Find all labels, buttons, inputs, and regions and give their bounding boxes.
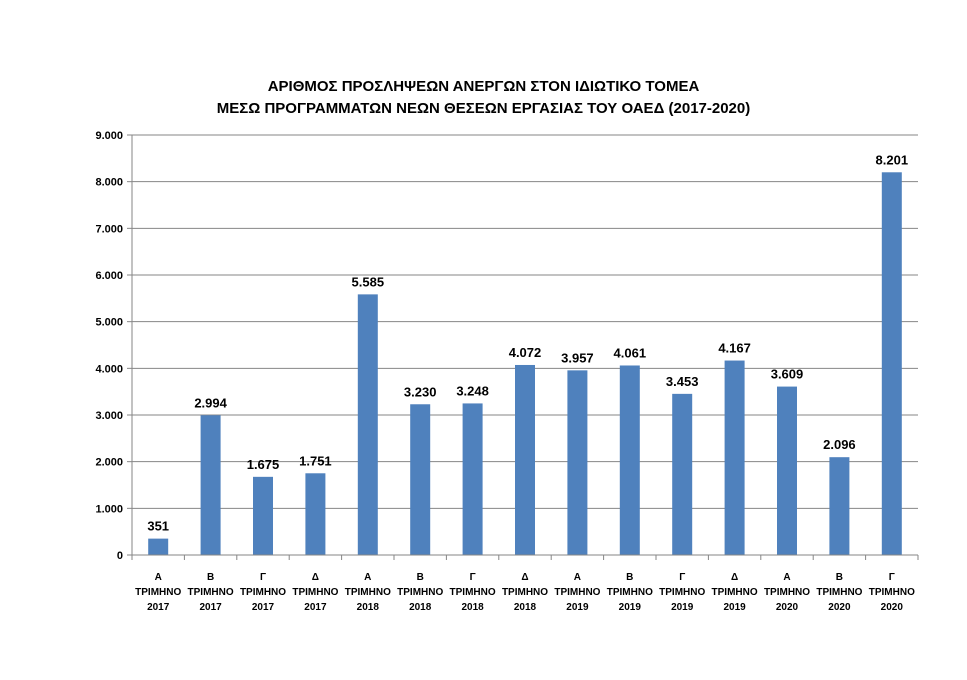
data-label: 3.230 xyxy=(404,384,437,399)
x-tick-label: 2019 xyxy=(619,602,642,613)
data-label: 1.751 xyxy=(299,453,332,468)
x-tick-label: Γ xyxy=(889,572,895,583)
bars xyxy=(148,172,902,555)
x-tick-label: Α xyxy=(783,572,790,583)
y-tick-label: 0 xyxy=(117,550,123,562)
x-tick-label: ΤΡΙΜΗΝΟ xyxy=(135,587,181,598)
bar xyxy=(410,404,431,555)
data-label: 8.201 xyxy=(876,152,909,167)
data-label: 5.585 xyxy=(352,274,385,289)
bar xyxy=(567,370,588,555)
y-tick-label: 2.000 xyxy=(95,457,123,469)
x-tick-label: 2020 xyxy=(828,602,851,613)
x-tick-label: Β xyxy=(836,572,843,583)
x-axis-tick-labels: Α ΤΡΙΜΗΝΟ 2017 Β ΤΡΙΜΗΝΟ 2017 Γ ΤΡΙΜΗΝΟ 2017 Δ ΤΡΙ… xyxy=(131,555,919,613)
y-tick-label: 7.000 xyxy=(95,223,123,235)
x-tick-label: 2017 xyxy=(252,602,275,613)
bar xyxy=(724,360,745,555)
bar xyxy=(829,457,850,555)
bar xyxy=(672,393,693,555)
x-tick-label: 2017 xyxy=(147,602,170,613)
x-tick-label: ΤΡΙΜΗΝΟ xyxy=(764,587,810,598)
x-tick-label: ΤΡΙΜΗΝΟ xyxy=(607,587,653,598)
data-label: 351 xyxy=(147,519,169,534)
x-tick-label: 2019 xyxy=(723,602,746,613)
bar xyxy=(357,294,378,555)
x-tick-label: Α xyxy=(364,572,371,583)
x-tick-label: 2019 xyxy=(671,602,694,613)
data-label: 3.248 xyxy=(456,383,489,398)
x-tick-label: ΤΡΙΜΗΝΟ xyxy=(816,587,862,598)
chart-title: ΑΡΙΘΜΟΣ ΠΡΟΣΛΗΨΕΩΝ ΑΝΕΡΓΩΝ ΣΤΟΝ ΙΔΙΩΤΙΚΟ… xyxy=(0,76,967,120)
bar xyxy=(253,476,273,555)
data-label: 4.061 xyxy=(614,345,647,360)
data-label: 4.072 xyxy=(509,345,542,360)
y-axis-tick-labels: 0 1.000 2.000 3.000 4.000 5.000 6.000 7.000 8.00… xyxy=(95,130,123,562)
x-tick-label: 2018 xyxy=(357,602,380,613)
x-tick-label: Δ xyxy=(312,572,319,583)
data-label: 3.609 xyxy=(771,367,804,382)
x-tick-label: 2020 xyxy=(776,602,799,613)
x-tick-label: 2019 xyxy=(566,602,589,613)
x-tick-label: ΤΡΙΜΗΝΟ xyxy=(345,587,391,598)
x-tick-label: ΤΡΙΜΗΝΟ xyxy=(188,587,234,598)
data-label: 1.675 xyxy=(247,457,280,472)
bar xyxy=(619,365,640,555)
x-tick-label: 2017 xyxy=(199,602,222,613)
y-tick-label: 9.000 xyxy=(95,130,123,142)
x-tick-label: Α xyxy=(155,572,162,583)
x-tick-label: 2018 xyxy=(409,602,432,613)
bar xyxy=(200,415,221,555)
bar xyxy=(515,364,535,555)
x-tick-label: 2020 xyxy=(881,602,904,613)
bar xyxy=(462,403,483,555)
x-tick-label: ΤΡΙΜΗΝΟ xyxy=(554,587,600,598)
x-tick-label: Γ xyxy=(679,572,685,583)
x-tick-label: Δ xyxy=(731,572,738,583)
y-tick-label: 4.000 xyxy=(95,363,123,375)
x-tick-label: ΤΡΙΜΗΝΟ xyxy=(240,587,286,598)
x-tick-label: 2018 xyxy=(514,602,537,613)
x-tick-label: Β xyxy=(417,572,424,583)
x-tick-label: 2017 xyxy=(304,602,327,613)
bar xyxy=(148,538,169,555)
data-label: 2.994 xyxy=(194,395,227,410)
y-tick-label: 8.000 xyxy=(95,177,123,189)
x-tick-label: 2018 xyxy=(461,602,484,613)
y-tick-label: 5.000 xyxy=(95,317,123,329)
bar xyxy=(305,473,326,555)
x-tick-label: ΤΡΙΜΗΝΟ xyxy=(712,587,758,598)
x-tick-label: ΤΡΙΜΗΝΟ xyxy=(659,587,705,598)
x-tick-label: ΤΡΙΜΗΝΟ xyxy=(450,587,496,598)
chart-title-line-1: ΑΡΙΘΜΟΣ ΠΡΟΣΛΗΨΕΩΝ ΑΝΕΡΓΩΝ ΣΤΟΝ ΙΔΙΩΤΙΚΟ… xyxy=(267,78,700,95)
x-tick-label: Β xyxy=(207,572,214,583)
x-tick-label: Β xyxy=(626,572,633,583)
y-tick-label: 6.000 xyxy=(95,270,123,282)
x-tick-label: Γ xyxy=(260,572,266,583)
y-tick-label: 1.000 xyxy=(95,503,123,515)
x-tick-label: ΤΡΙΜΗΝΟ xyxy=(292,587,338,598)
bar xyxy=(777,386,797,555)
axes xyxy=(131,135,918,556)
y-tick-label: 3.000 xyxy=(95,410,123,422)
x-tick-label: Γ xyxy=(470,572,476,583)
x-tick-label: ΤΡΙΜΗΝΟ xyxy=(397,587,443,598)
x-tick-label: ΤΡΙΜΗΝΟ xyxy=(869,587,915,598)
bar xyxy=(881,172,902,555)
x-tick-label: ΤΡΙΜΗΝΟ xyxy=(502,587,548,598)
data-labels: 351 2.994 1.675 1.751 5.585 3.230 3.248 4.072 3.… xyxy=(147,152,908,533)
data-label: 3.453 xyxy=(666,374,699,389)
data-label: 4.167 xyxy=(718,341,751,356)
data-label: 2.096 xyxy=(823,437,856,452)
chart-title-line-2: ΜΕΣΩ ΠΡΟΓΡΑΜΜΑΤΩΝ ΝΕΩΝ ΘΕΣΕΩΝ ΕΡΓΑΣΙΑΣ Τ… xyxy=(216,100,751,117)
data-label: 3.957 xyxy=(561,350,594,365)
x-tick-label: Α xyxy=(574,572,581,583)
x-tick-label: Δ xyxy=(521,572,528,583)
